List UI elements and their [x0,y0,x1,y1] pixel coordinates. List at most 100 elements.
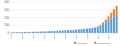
bar [108,20,110,33]
bar [94,27,96,33]
x-tick-label: 2006 [86,33,89,39]
y-tick-label: 200 [4,16,9,20]
bar [18,32,20,33]
x-tick-label: 1978 [10,33,13,39]
bar [72,30,74,33]
grid-line [10,33,118,34]
bar [110,18,112,33]
bar [13,32,15,33]
bar [81,29,83,30]
bar [116,6,118,15]
bar [116,14,118,33]
x-tick-label: 2010 [97,33,100,39]
x-tick-label: 1990 [43,33,46,39]
bar [35,32,37,33]
grid-line [10,25,118,26]
bar [45,31,47,33]
bar [32,31,34,32]
bar [43,31,45,33]
bar [24,32,26,33]
bar [56,31,58,33]
chart-container: 0 100 200 300 400 1978 1982 1986 1990 1994 1998 200… [0,0,120,46]
y-tick-label: 0 [7,31,9,35]
bar [113,16,115,33]
bar [10,32,12,33]
bar [102,24,104,33]
bar [75,30,77,33]
bar [62,30,64,33]
bar [35,31,37,32]
bar [91,27,93,28]
bar [99,24,101,26]
x-tick-label: 1982 [21,33,24,39]
x-tick-label: 2002 [75,33,78,39]
bar [70,29,72,30]
bar [89,28,91,29]
bar [59,31,61,33]
bar [99,26,101,33]
bar [94,27,96,28]
bar [27,31,29,32]
chart-svg: 0 100 200 300 400 1978 1982 1986 1990 1994 1998 200… [0,0,120,46]
legend-label: Domestic [77,42,88,45]
x-axis [10,33,118,34]
bar [64,30,66,33]
bar [97,26,99,27]
bar [105,22,107,33]
x-tick-label: 1986 [32,33,35,39]
bar [110,13,112,18]
bar [105,19,107,22]
y-tick-label: 400 [4,0,9,4]
bar [78,29,80,30]
bar [89,28,91,33]
bar [13,32,15,33]
bar [40,32,42,33]
bar [37,31,39,32]
bar [78,29,80,33]
bar [91,28,93,33]
bar [54,30,56,31]
bar [67,30,69,33]
bar [86,29,88,33]
y-tick-label: 300 [4,8,9,12]
bar [27,32,29,33]
x-tick-label: 2014 [107,33,110,39]
bar [21,32,23,33]
bar [32,32,34,33]
bar [48,31,50,32]
bar [64,30,66,31]
bar [75,29,77,30]
bar [113,9,115,16]
bar [21,32,23,33]
bar [51,31,53,32]
bar [72,29,74,30]
x-tick-label: 1994 [53,33,56,39]
bar [59,30,61,31]
bar [24,31,26,32]
bars [10,6,117,33]
legend-label: International [97,42,111,45]
bar [97,27,99,33]
bar [40,31,42,32]
bar [48,31,50,33]
bar [29,32,31,33]
bar [16,32,18,33]
grid-line [10,2,118,3]
bar [16,32,18,33]
y-tick-label: 100 [4,23,9,27]
grid-line [10,9,118,10]
bar [83,28,85,29]
bar [10,32,12,33]
bar [108,16,110,20]
bar [45,31,47,32]
bar [54,31,56,33]
bar [37,32,39,33]
grid-line [10,17,118,18]
bar [56,30,58,31]
bar [43,31,45,32]
bar [62,30,64,31]
x-tick-label: 1998 [64,33,67,39]
bar [29,31,31,32]
bar [83,29,85,33]
bar [18,32,20,33]
